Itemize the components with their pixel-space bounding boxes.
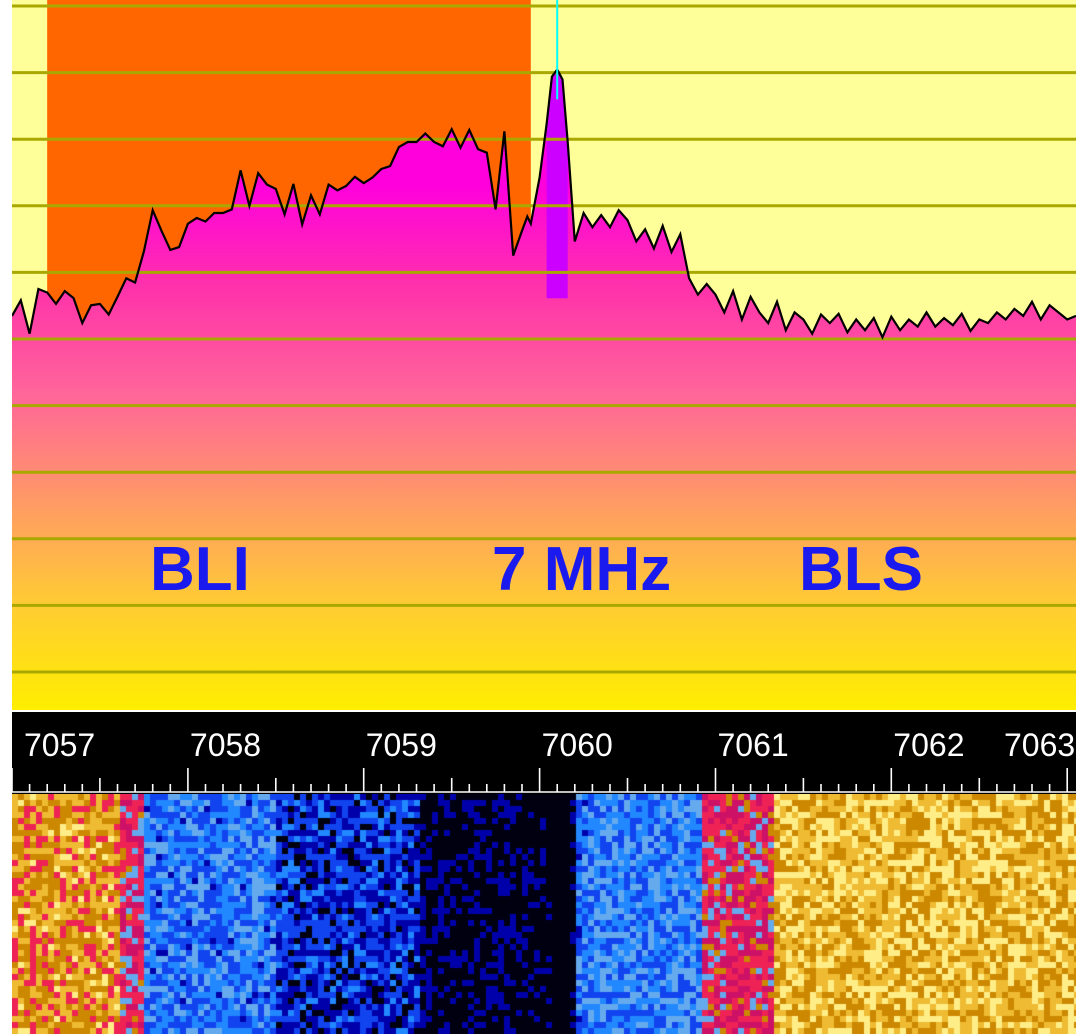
spectrum-panel[interactable]: BLI 7 MHz BLS xyxy=(12,0,1076,710)
frequency-tick-label: 7063 xyxy=(1004,727,1075,763)
spectrum-trace xyxy=(12,67,1076,341)
waterfall-display[interactable] xyxy=(12,794,1076,1034)
waterfall-canvas xyxy=(12,794,1076,1034)
frequency-tick-labels: 7057 7058 7059 7060 7061 7062 7063 xyxy=(24,727,1075,763)
amplitude-grid xyxy=(12,4,1076,674)
frequency-tick-label: 7057 xyxy=(24,727,95,763)
frequency-tick-label: 7061 xyxy=(718,727,789,763)
frequency-scale-ruler: 7057 7058 7059 7060 7061 7062 7063 xyxy=(12,727,1076,793)
spectrum-trace-fill xyxy=(12,69,1076,710)
frequency-tick-label: 7060 xyxy=(542,727,613,763)
band-label-center: 7 MHz xyxy=(492,535,671,604)
frequency-tick-label: 7058 xyxy=(190,727,261,763)
band-label-upper-edge: BLS xyxy=(799,535,923,604)
frequency-tick-label: 7059 xyxy=(366,727,437,763)
frequency-scale[interactable]: 7057 7058 7059 7060 7061 7062 7063 xyxy=(12,712,1076,794)
frequency-tick-label: 7062 xyxy=(893,727,964,763)
frequency-tick-marks xyxy=(12,768,1076,793)
band-label-lower-edge: BLI xyxy=(150,535,250,604)
spectrum-plot[interactable]: BLI 7 MHz BLS xyxy=(12,0,1076,710)
signal-peak-fill xyxy=(546,69,568,299)
